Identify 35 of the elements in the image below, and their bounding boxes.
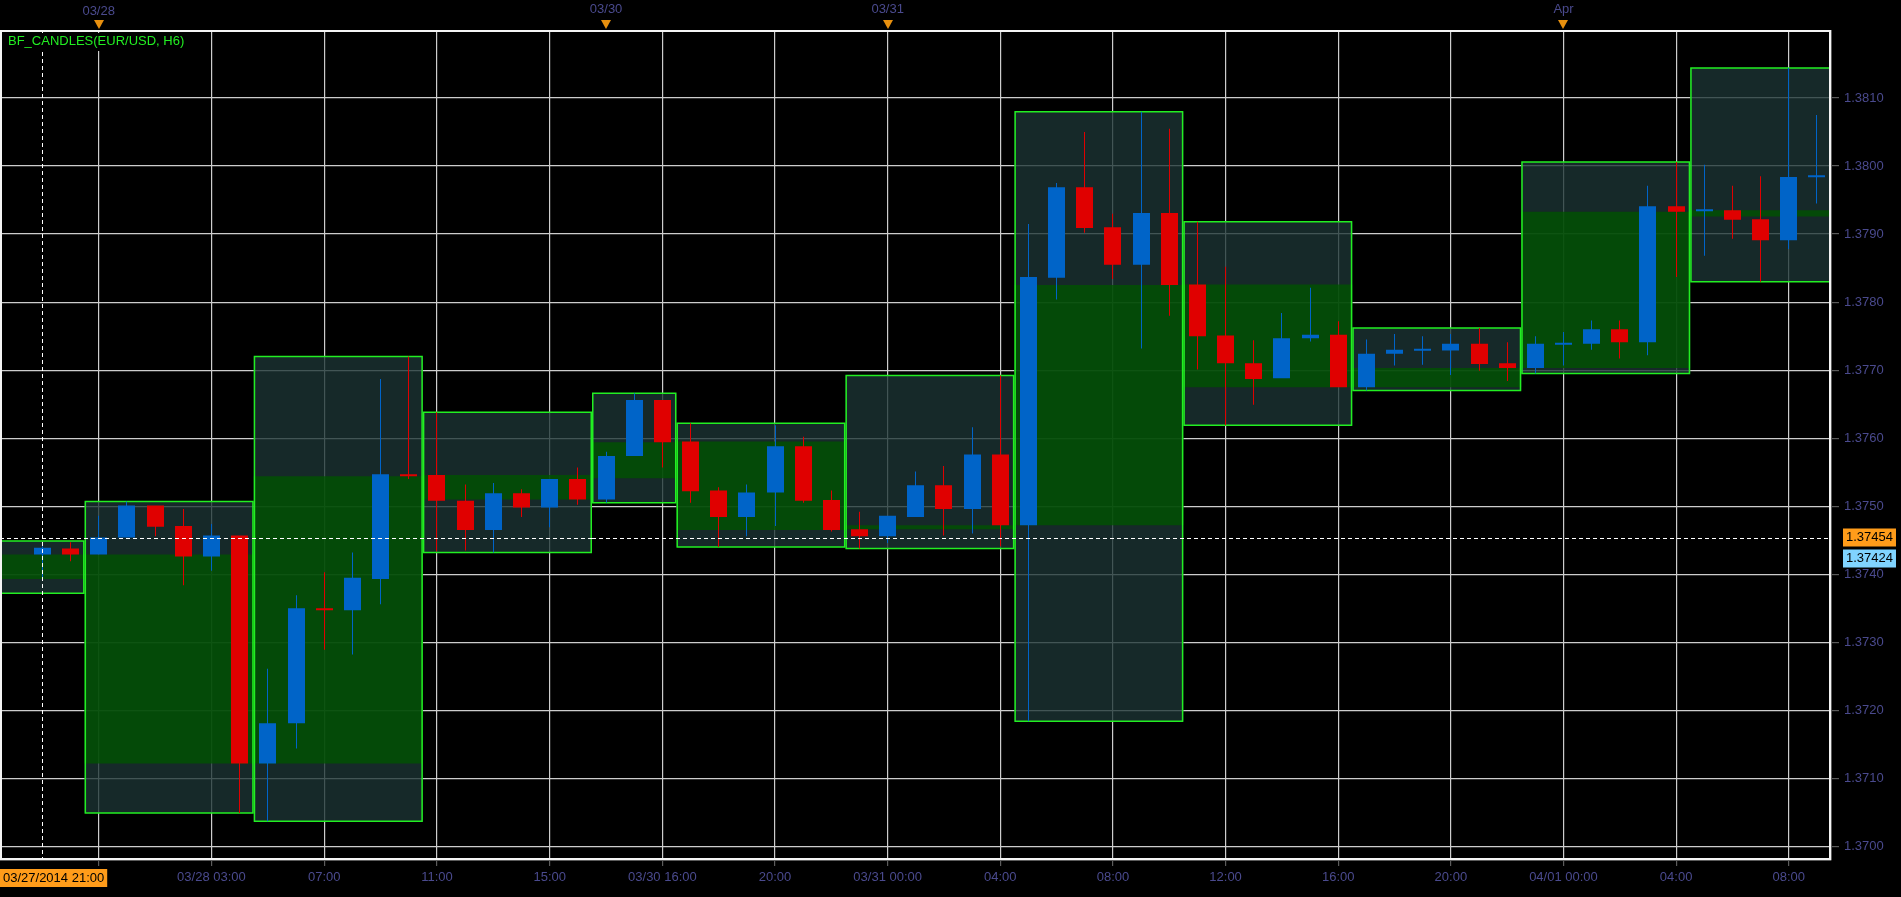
y-tick-label: 1.3780 [1844,293,1884,309]
x-tick-label: 20:00 [1434,869,1468,885]
x2-tick-label: 03/31 [871,0,904,16]
x-tick-label: 04:00 [984,869,1017,885]
x-tick-label: 03/28 03:00 [177,869,246,885]
x-tick-label: 11:00 [421,869,453,885]
y-tick-label: 1.3710 [1844,769,1884,785]
x-tick-label: 04/01 00:00 [1529,869,1598,885]
y-tick-label: 1.3750 [1844,497,1884,513]
x-tick-label: 16:00 [1321,869,1355,885]
x-tick-label: 08:00 [1096,869,1130,885]
x-tick-label: 15:00 [533,869,566,885]
x2-tick-label: Apr [1553,0,1575,16]
y-tick-label: 1.3720 [1844,701,1884,717]
y-tick-label: 1.3740 [1844,565,1884,581]
y-tick-label: 1.3770 [1844,361,1884,377]
y-tick-label: 1.3760 [1844,429,1884,445]
x-tick-label: 03/31 00:00 [853,869,923,885]
text: 1.37424 [1846,550,1893,566]
y-tick-label: 1.3790 [1844,225,1884,241]
ref-line-label: 1.37454 [1846,529,1893,545]
x-tick-label: 20:00 [758,869,792,885]
x-tick-label: 07:00 [307,869,341,885]
x-tick-label: 04:00 [1659,869,1693,885]
y-tick-label: 1.3700 [1844,837,1884,853]
chart-title: BF_CANDLES(EUR/USD, H6) [8,33,185,49]
x2-tick-label: 03/30 [589,0,623,16]
y-tick-label: 1.3730 [1844,633,1884,649]
text: 03/28 [82,2,115,18]
x-tick-label: 03/30 16:00 [628,869,697,885]
ref-line-label: 03/27/2014 21:00 [3,869,105,885]
x-tick-label: 08:00 [1772,869,1806,885]
x-tick-label: 12:00 [1209,869,1242,885]
y-tick-label: 1.3810 [1844,89,1884,105]
y-tick-label: 1.3800 [1844,157,1884,173]
